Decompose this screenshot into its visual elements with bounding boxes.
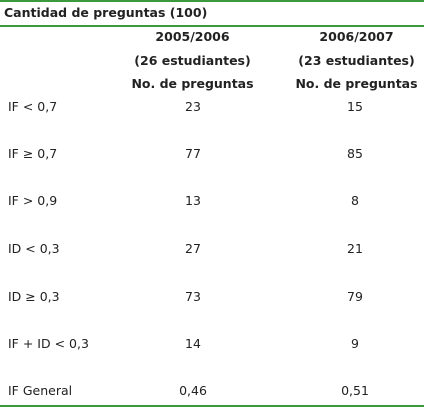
cell-value: 0,46	[179, 383, 207, 398]
table-caption: Cantidad de preguntas (100)	[4, 5, 208, 20]
cell-value: 8	[351, 193, 359, 208]
cell-value: 21	[347, 241, 363, 256]
row-label: IF < 0,7	[8, 99, 58, 114]
column-header-year: 2006/2007	[319, 29, 394, 44]
caption-rule	[0, 25, 424, 27]
row-label: IF + ID < 0,3	[8, 336, 89, 351]
row-label: IF General	[8, 383, 73, 398]
cell-value: 85	[347, 146, 363, 161]
cell-value: 0,51	[341, 383, 369, 398]
row-label: IF > 0,9	[8, 193, 58, 208]
cell-value: 77	[185, 146, 201, 161]
column-subheader: No. de preguntas	[131, 76, 254, 91]
row-label: ID ≥ 0,3	[8, 289, 60, 304]
cell-value: 73	[185, 289, 201, 304]
row-label: IF ≥ 0,7	[8, 146, 58, 161]
column-header-students: (26 estudiantes)	[134, 53, 251, 68]
cell-value: 79	[347, 289, 363, 304]
row-label: ID < 0,3	[8, 241, 60, 256]
cell-value: 23	[185, 99, 201, 114]
cell-value: 13	[185, 193, 201, 208]
column-subheader: No. de preguntas	[295, 76, 418, 91]
bottom-rule	[0, 405, 424, 407]
cell-value: 9	[351, 336, 359, 351]
cell-value: 14	[185, 336, 201, 351]
cell-value: 15	[347, 99, 363, 114]
column-header-students: (23 estudiantes)	[298, 53, 415, 68]
top-rule	[0, 0, 424, 2]
column-header-year: 2005/2006	[155, 29, 230, 44]
cell-value: 27	[185, 241, 201, 256]
